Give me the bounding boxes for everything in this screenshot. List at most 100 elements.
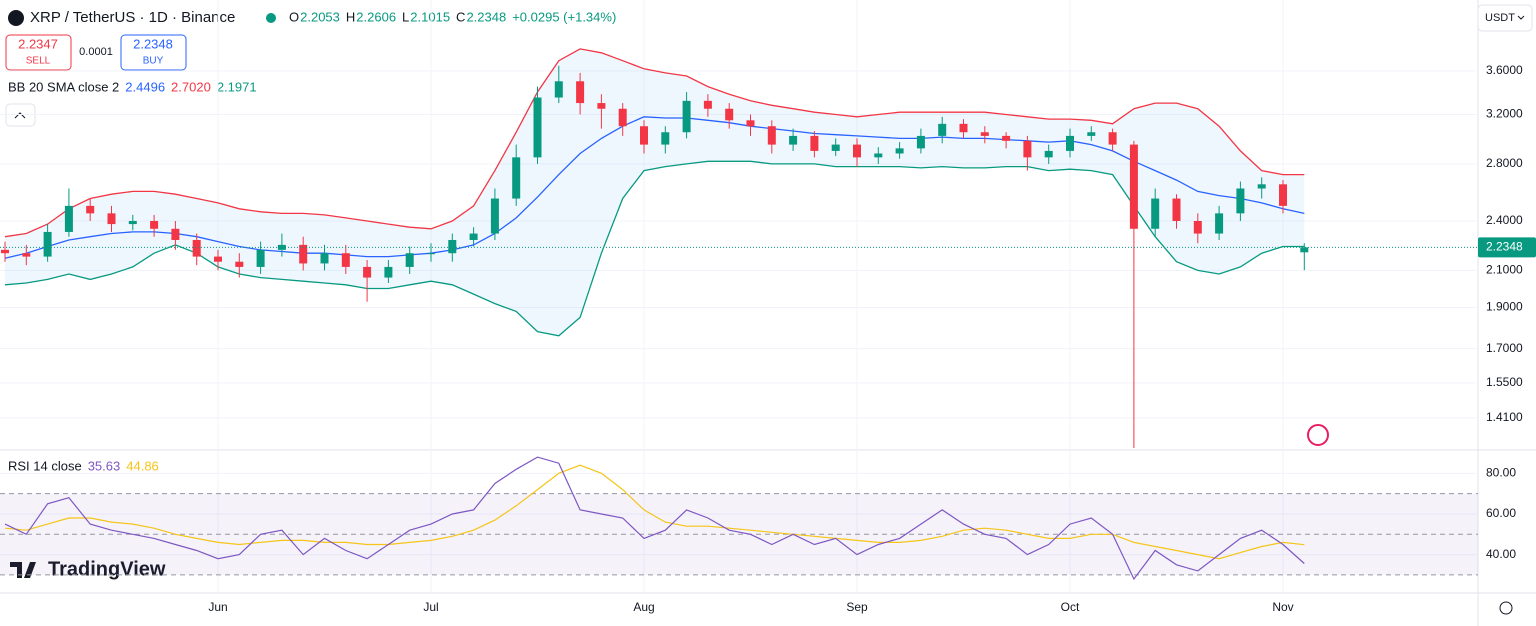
x-tick-label: Jun bbox=[208, 600, 227, 614]
candle-body bbox=[171, 228, 180, 240]
spread: 0.0001 bbox=[79, 46, 113, 58]
candle-body bbox=[512, 157, 521, 199]
indicator-value: 44.86 bbox=[126, 458, 159, 473]
x-tick-label: Oct bbox=[1061, 600, 1080, 614]
candle-body bbox=[256, 249, 265, 267]
ohlc-key: O bbox=[289, 9, 299, 24]
ohlc-key: C bbox=[456, 9, 465, 24]
candle-body bbox=[1129, 144, 1138, 229]
band-basis bbox=[4, 116, 1305, 259]
candle-body bbox=[1044, 150, 1053, 158]
candle-body bbox=[150, 220, 159, 229]
x-tick-label: Jul bbox=[423, 600, 438, 614]
y-tick-label: 2.1000 bbox=[1486, 263, 1523, 277]
ohlc-value: 2.2606 bbox=[356, 9, 396, 24]
ohlc-key: L bbox=[402, 9, 409, 24]
candle-body bbox=[235, 261, 244, 267]
price-tag bbox=[1478, 237, 1536, 258]
candle-body bbox=[214, 256, 222, 262]
candle-body bbox=[1066, 135, 1074, 151]
event-icon[interactable] bbox=[1307, 424, 1329, 446]
candle-body bbox=[1257, 184, 1266, 189]
bb-label: BB 20 SMA close 2 bbox=[8, 79, 119, 94]
candle-body bbox=[980, 132, 989, 136]
candle-body bbox=[1279, 184, 1287, 206]
sell-button[interactable] bbox=[5, 34, 72, 71]
candle-body bbox=[1002, 135, 1011, 141]
collapse-icon bbox=[14, 112, 26, 119]
currency-button[interactable] bbox=[1477, 4, 1533, 32]
candle-body bbox=[640, 126, 648, 145]
candle-body bbox=[405, 253, 414, 267]
candle-body bbox=[661, 132, 670, 145]
candle-body bbox=[874, 153, 883, 158]
symbol[interactable]: XRP / TetherUS · 1D · Binance bbox=[30, 9, 235, 26]
symbol-icon bbox=[8, 10, 24, 26]
candle-body bbox=[682, 100, 691, 133]
candle-body bbox=[1300, 247, 1309, 253]
candle-body bbox=[1193, 220, 1202, 234]
candle-body bbox=[576, 81, 585, 104]
candle-body bbox=[1236, 188, 1245, 214]
candle-body bbox=[810, 135, 819, 151]
candle-body bbox=[277, 244, 286, 250]
x-tick-label: Sep bbox=[846, 600, 868, 614]
candle-body bbox=[789, 135, 798, 145]
candle-body bbox=[490, 198, 499, 234]
candle-body bbox=[1172, 198, 1181, 221]
candle-body bbox=[363, 266, 372, 278]
candle-body bbox=[341, 253, 350, 267]
buy-button[interactable] bbox=[120, 34, 187, 71]
candle-body bbox=[853, 144, 861, 158]
candle-body bbox=[299, 244, 308, 264]
x-tick-label: Nov bbox=[1272, 600, 1293, 614]
candle-body bbox=[916, 135, 925, 149]
ohlc-value: 2.2348 bbox=[466, 9, 506, 24]
candle-body bbox=[1023, 140, 1032, 158]
change: +0.0295 (+1.34%) bbox=[512, 9, 616, 24]
rsi-label: RSI 14 close bbox=[8, 458, 82, 473]
candle-body bbox=[746, 120, 755, 127]
sell-label: SELL bbox=[26, 56, 51, 67]
y-tick-label: 1.4100 bbox=[1486, 410, 1523, 424]
candle-body bbox=[22, 253, 31, 257]
logo-mark bbox=[10, 562, 36, 578]
band-fill bbox=[5, 48, 1305, 336]
settings-icon[interactable] bbox=[1499, 601, 1513, 615]
rsi-ma-line bbox=[4, 464, 1305, 560]
rsi-tick-label: 60.00 bbox=[1486, 506, 1516, 520]
candle-body bbox=[1108, 132, 1117, 145]
candle-body bbox=[192, 239, 201, 257]
sell-price: 2.2347 bbox=[18, 36, 58, 51]
band-upper bbox=[4, 48, 1305, 238]
candle-body bbox=[1087, 132, 1096, 136]
candle-body bbox=[597, 103, 606, 109]
candle-body bbox=[427, 253, 435, 255]
rsi-tick-label: 80.00 bbox=[1486, 466, 1516, 480]
y-tick-label: 3.6000 bbox=[1486, 63, 1523, 77]
rsi-line bbox=[4, 456, 1305, 581]
y-tick-label: 2.8000 bbox=[1486, 156, 1523, 170]
y-tick-label: 1.5500 bbox=[1486, 375, 1523, 389]
collapse-button[interactable] bbox=[5, 103, 36, 127]
indicator-value: 2.1971 bbox=[217, 79, 257, 94]
ohlc-value: 2.1015 bbox=[410, 9, 450, 24]
candle-body bbox=[1, 249, 9, 254]
candle-body bbox=[618, 108, 627, 127]
ohlc-value: 2.2053 bbox=[300, 9, 340, 24]
candle-body bbox=[703, 100, 712, 109]
candle-body bbox=[64, 205, 73, 232]
y-tick-label: 2.4000 bbox=[1486, 213, 1523, 227]
candle-body bbox=[43, 231, 52, 257]
y-tick-label: 1.9000 bbox=[1486, 300, 1523, 314]
y-tick-label: 3.2000 bbox=[1486, 107, 1523, 121]
indicator-value: 35.63 bbox=[88, 458, 121, 473]
candle-body bbox=[469, 233, 478, 240]
candle-body bbox=[448, 239, 457, 254]
candle-body bbox=[533, 97, 542, 158]
candle-body bbox=[831, 144, 840, 151]
buy-price: 2.2348 bbox=[133, 36, 173, 51]
candle-body bbox=[107, 213, 116, 225]
